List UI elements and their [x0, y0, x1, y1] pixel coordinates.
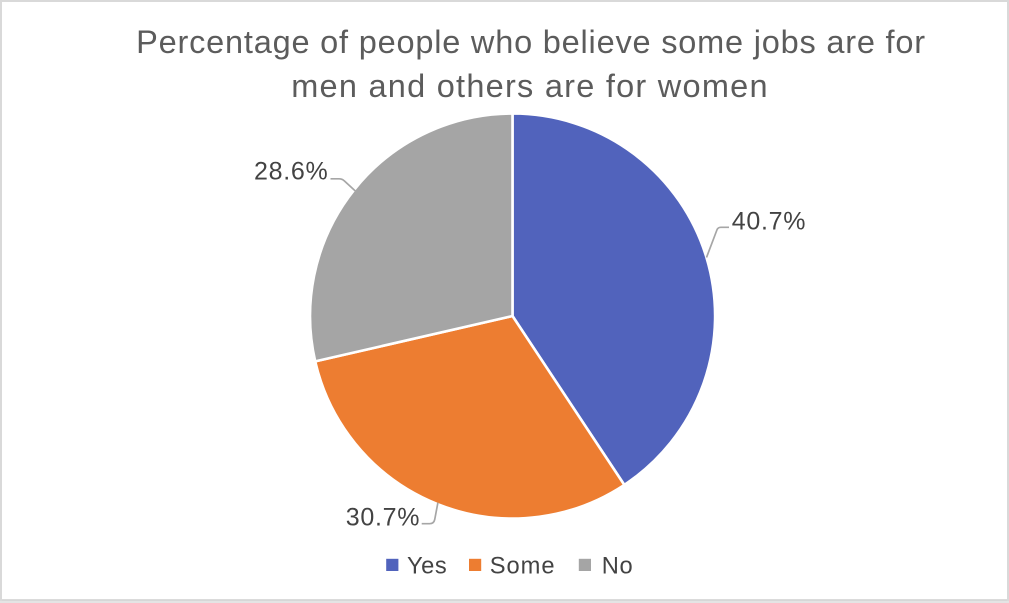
svg-text:Some: Some	[490, 554, 556, 580]
svg-text:40.7%: 40.7%	[732, 208, 806, 236]
svg-text:men and others are for women: men and others are for women	[291, 68, 769, 104]
svg-text:28.6%: 28.6%	[254, 158, 328, 186]
svg-text:Yes: Yes	[407, 554, 447, 580]
svg-text:30.7%: 30.7%	[346, 504, 420, 532]
svg-text:Percentage of people who belie: Percentage of people who believe some jo…	[136, 24, 926, 60]
svg-text:No: No	[602, 554, 633, 580]
